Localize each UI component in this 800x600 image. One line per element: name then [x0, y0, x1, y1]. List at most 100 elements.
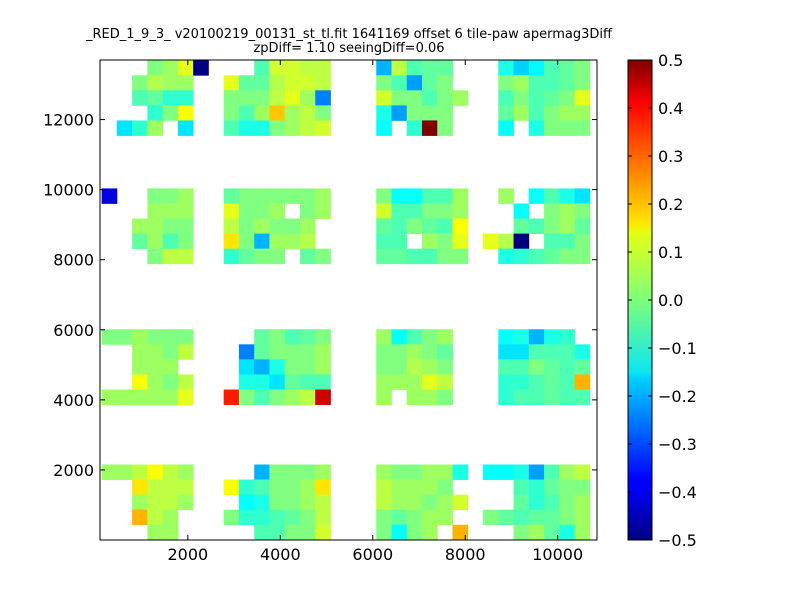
heatmap-cell-311 — [513, 389, 530, 405]
heatmap-cell-47 — [238, 90, 255, 106]
heatmap-cell-110 — [223, 188, 240, 204]
heatmap-cell-44 — [162, 90, 179, 106]
plot-area-background — [100, 60, 597, 540]
heatmap-cell-380 — [559, 494, 575, 511]
y-tick-label-12000: 12000 — [43, 111, 94, 130]
heatmap-cell-382 — [132, 509, 148, 526]
heatmap-cell-200 — [406, 248, 423, 265]
heatmap-cell-92 — [254, 120, 270, 136]
heatmap-cell-43 — [147, 90, 164, 106]
heatmap-cell-280 — [299, 374, 316, 390]
heatmap-cell-154 — [269, 218, 286, 235]
heatmap-cell-76 — [391, 105, 408, 121]
heatmap-cell-184 — [498, 233, 514, 250]
colorbar-tick-label-0: −0.5 — [658, 531, 697, 550]
heatmap-cell-2 — [177, 60, 194, 76]
heatmap-cell-42 — [132, 90, 148, 106]
heatmap-cell-60 — [513, 90, 530, 106]
heatmap-cell-313 — [544, 389, 560, 405]
heatmap-cell-41 — [574, 75, 591, 91]
heatmap-cell-115 — [299, 188, 316, 204]
heatmap-cell-13 — [406, 60, 423, 76]
heatmap-cell-261 — [376, 359, 392, 375]
heatmap-cell-207 — [544, 248, 560, 265]
heatmap-cell-334 — [498, 464, 514, 480]
heatmap-cell-233 — [162, 344, 179, 360]
heatmap-cell-91 — [238, 120, 255, 136]
heatmap-cell-140 — [422, 203, 438, 219]
heatmap-cell-81 — [513, 105, 530, 121]
heatmap-cell-394 — [406, 509, 423, 526]
heatmap-cell-303 — [284, 389, 301, 405]
heatmap-cell-286 — [437, 374, 453, 390]
heatmap-cell-288 — [513, 374, 530, 390]
heatmap-cell-101 — [498, 120, 514, 136]
heatmap-cell-15 — [437, 60, 453, 76]
heatmap-cell-262 — [391, 359, 408, 375]
heatmap-cell-329 — [406, 464, 423, 480]
heatmap-cell-413 — [406, 524, 423, 541]
heatmap-cell-214 — [162, 329, 179, 345]
heatmap-cell-224 — [422, 329, 438, 345]
heatmap-cell-6 — [254, 60, 270, 76]
heatmap-cell-195 — [269, 248, 286, 265]
heatmap-cell-70 — [254, 105, 270, 121]
heatmap-cell-384 — [162, 509, 179, 526]
heatmap-cell-403 — [574, 509, 591, 526]
heatmap-cell-393 — [391, 509, 408, 526]
heatmap-cell-73 — [299, 105, 316, 121]
heatmap-cell-240 — [315, 344, 331, 360]
heatmap-cell-17 — [513, 60, 530, 76]
heatmap-cell-284 — [406, 374, 423, 390]
heatmap-cell-376 — [452, 494, 469, 511]
heatmap-cell-381 — [574, 494, 591, 511]
heatmap-cell-137 — [376, 203, 392, 219]
heatmap-cell-361 — [132, 494, 148, 511]
heatmap-cell-412 — [391, 524, 408, 541]
heatmap-cell-270 — [559, 359, 575, 375]
colorbar-tick-label-9: 0.4 — [658, 99, 683, 118]
heatmap-cell-127 — [574, 188, 591, 204]
heatmap-cell-315 — [574, 389, 591, 405]
heatmap-cell-409 — [299, 524, 316, 541]
heatmap-cell-324 — [284, 464, 301, 480]
heatmap-cell-321 — [177, 464, 194, 480]
heatmap-cell-354 — [422, 479, 438, 496]
heatmap-cell-268 — [528, 359, 545, 375]
heatmap-cell-74 — [315, 105, 331, 121]
heatmap-cell-3 — [193, 60, 209, 76]
heatmap-cell-258 — [284, 359, 301, 375]
heatmap-cell-221 — [376, 329, 392, 345]
heatmap-cell-100 — [437, 120, 453, 136]
heatmap-cell-122 — [452, 188, 469, 204]
heatmap-cell-276 — [238, 374, 255, 390]
chart-title-line-2: zpDiff= 1.10 seeingDiff=0.06 — [253, 41, 444, 56]
heatmap-cell-225 — [437, 329, 453, 345]
heatmap-cell-123 — [498, 188, 514, 204]
heatmap-cell-31 — [376, 75, 392, 91]
heatmap-cell-172 — [223, 233, 240, 250]
heatmap-cell-237 — [269, 344, 286, 360]
heatmap-cell-148 — [147, 218, 164, 235]
heatmap-cell-156 — [299, 218, 316, 235]
heatmap-cell-260 — [315, 359, 331, 375]
heatmap-cell-302 — [269, 389, 286, 405]
heatmap-cell-112 — [254, 188, 270, 204]
heatmap-cell-274 — [162, 374, 179, 390]
heatmap-cell-106 — [101, 188, 118, 204]
colorbar-tick-label-3: −0.2 — [658, 387, 697, 406]
heatmap-cell-178 — [376, 233, 392, 250]
heatmap-cell-90 — [223, 120, 240, 136]
colorbar-tick-label-4: −0.1 — [658, 339, 697, 358]
heatmap-cell-144 — [544, 203, 560, 219]
heatmap-cell-65 — [147, 105, 164, 121]
heatmap-cell-396 — [437, 509, 453, 526]
heatmap-cell-367 — [269, 494, 286, 511]
heatmap-cell-348 — [284, 479, 301, 496]
heatmap-cell-349 — [299, 479, 316, 496]
heatmap-cell-5 — [238, 75, 255, 91]
heatmap-cell-78 — [422, 105, 438, 121]
heatmap-cell-212 — [132, 329, 148, 345]
heatmap-cell-296 — [147, 389, 164, 405]
